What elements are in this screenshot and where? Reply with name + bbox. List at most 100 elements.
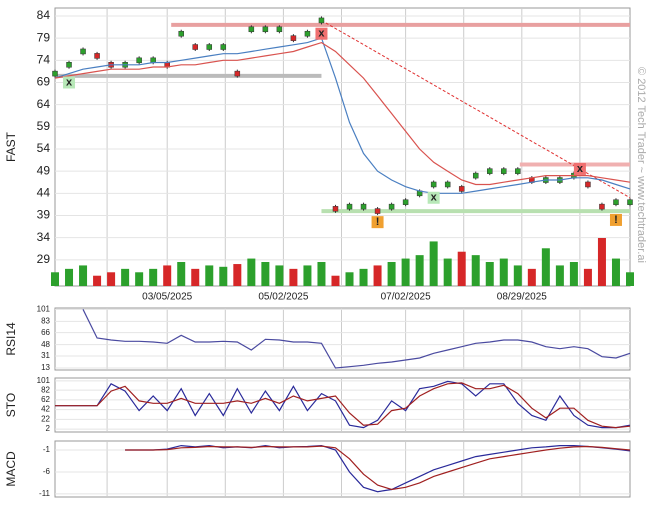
volume-bar bbox=[541, 248, 550, 286]
candle bbox=[332, 206, 339, 212]
candle bbox=[402, 199, 409, 205]
volume-bar bbox=[331, 275, 340, 286]
y-tick-label: -1 bbox=[43, 445, 51, 454]
candle bbox=[360, 203, 367, 210]
y-tick-label: 54 bbox=[37, 141, 51, 155]
signal-label: ! bbox=[376, 216, 380, 228]
x-tick-label: 03/05/2025 bbox=[142, 292, 192, 303]
y-tick-label: 42 bbox=[41, 405, 50, 414]
y-tick-label: 39 bbox=[37, 208, 51, 222]
volume-bar bbox=[597, 238, 606, 286]
volume-bar bbox=[121, 268, 130, 286]
volume-bar bbox=[373, 265, 382, 286]
volume-bar bbox=[555, 265, 564, 286]
volume-bar bbox=[51, 272, 59, 286]
volume-bar bbox=[93, 275, 102, 286]
candle bbox=[290, 35, 297, 41]
signal-label: x bbox=[318, 28, 325, 40]
y-tick-label: 31 bbox=[41, 351, 50, 360]
volume-bar bbox=[317, 262, 326, 286]
candle bbox=[276, 26, 283, 33]
x-tick-label: 05/02/2025 bbox=[258, 292, 308, 303]
y-tick-label: 101 bbox=[37, 376, 51, 385]
y-tick-label: 79 bbox=[37, 30, 51, 44]
candle bbox=[487, 168, 493, 174]
series-line bbox=[55, 382, 631, 429]
series-line bbox=[55, 380, 631, 429]
candle bbox=[472, 172, 479, 179]
panel-frame bbox=[54, 377, 631, 433]
signal-marker bbox=[315, 27, 328, 40]
y-tick-label: 34 bbox=[37, 230, 51, 244]
candle bbox=[430, 181, 437, 188]
candle bbox=[388, 203, 395, 210]
volume-bar bbox=[513, 265, 522, 286]
volume-bar bbox=[247, 258, 256, 286]
y-tick-label: 64 bbox=[37, 97, 51, 111]
series-line bbox=[54, 41, 631, 186]
signal-marker bbox=[427, 191, 440, 204]
volume-bar bbox=[261, 262, 270, 286]
candle bbox=[374, 208, 381, 214]
candle bbox=[318, 17, 325, 24]
panel-frame bbox=[54, 307, 631, 371]
y-tick-label: -11 bbox=[39, 489, 51, 498]
y-tick-label: 44 bbox=[37, 186, 51, 200]
volume-bar bbox=[233, 264, 242, 286]
y-axis-label: MACD bbox=[4, 451, 18, 487]
candle bbox=[136, 57, 142, 64]
candle bbox=[248, 26, 255, 33]
y-tick-label: 2 bbox=[46, 424, 51, 433]
series-line bbox=[125, 444, 631, 493]
candle bbox=[501, 168, 507, 174]
signal-marker bbox=[573, 162, 586, 175]
panel-frame bbox=[54, 440, 631, 498]
candle bbox=[585, 181, 591, 188]
volume-bar bbox=[359, 268, 368, 286]
y-tick-label: -6 bbox=[43, 467, 51, 476]
volume-bar bbox=[149, 268, 158, 286]
volume-bar bbox=[135, 272, 144, 286]
candle bbox=[262, 26, 269, 33]
y-tick-label: 66 bbox=[41, 328, 50, 337]
signal-marker bbox=[63, 76, 76, 89]
panel-frame bbox=[54, 7, 631, 287]
candle bbox=[613, 199, 619, 205]
y-tick-label: 83 bbox=[41, 316, 50, 325]
volume-bar bbox=[345, 272, 354, 286]
volume-bar bbox=[611, 258, 620, 286]
y-tick-label: 48 bbox=[41, 340, 50, 349]
y-axis-label: STO bbox=[4, 393, 18, 417]
volume-bar bbox=[485, 262, 494, 286]
candle bbox=[80, 48, 86, 55]
candle bbox=[627, 199, 633, 205]
candle bbox=[444, 181, 451, 188]
y-tick-label: 59 bbox=[37, 119, 51, 133]
y-tick-label: 84 bbox=[37, 8, 51, 22]
volume-bar bbox=[219, 266, 228, 286]
volume-bar bbox=[191, 268, 200, 286]
signal-marker bbox=[371, 216, 384, 229]
candle bbox=[192, 44, 198, 50]
volume-bar bbox=[626, 272, 634, 286]
volume-bar bbox=[205, 265, 214, 286]
y-tick-label: 13 bbox=[41, 363, 50, 372]
volume-bar bbox=[289, 268, 298, 286]
series-line bbox=[125, 445, 631, 491]
y-tick-label: 101 bbox=[37, 304, 51, 313]
volume-bar bbox=[429, 241, 438, 286]
candle bbox=[66, 62, 72, 68]
series-line bbox=[82, 309, 631, 369]
volume-bar bbox=[303, 265, 312, 286]
signal-label: x bbox=[431, 192, 438, 204]
y-tick-label: 29 bbox=[37, 252, 51, 266]
signal-label: x bbox=[577, 163, 584, 175]
volume-bar bbox=[401, 258, 410, 286]
y-tick-label: 69 bbox=[37, 75, 51, 89]
candle bbox=[346, 203, 353, 210]
y-axis-label: RSI14 bbox=[4, 322, 18, 356]
volume-bar bbox=[387, 262, 396, 286]
y-axis-label: FAST bbox=[4, 131, 18, 162]
candle bbox=[206, 44, 213, 50]
